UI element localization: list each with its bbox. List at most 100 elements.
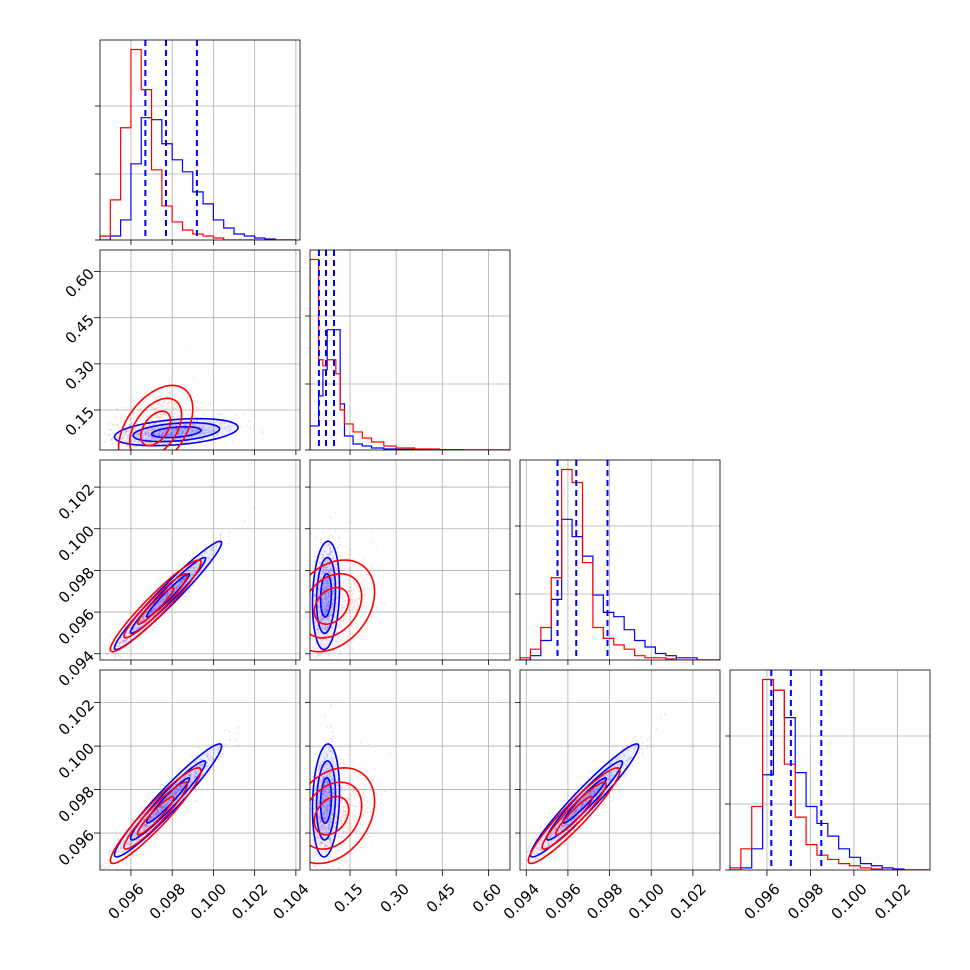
scatter-point-red bbox=[327, 565, 329, 568]
scatter-point-red bbox=[336, 576, 339, 579]
scatter-point-blue bbox=[326, 608, 329, 611]
scatter-point-blue bbox=[102, 657, 104, 660]
scatter-point-red bbox=[141, 617, 144, 620]
scatter-point-red bbox=[128, 649, 131, 652]
scatter-point-blue bbox=[197, 758, 199, 761]
scatter-point-blue bbox=[329, 563, 331, 566]
scatter-point-red bbox=[341, 609, 343, 611]
scatter-point-blue bbox=[133, 825, 135, 827]
scatter-point-blue bbox=[324, 617, 327, 620]
scatter-point-red bbox=[167, 421, 169, 424]
scatter-point-blue bbox=[175, 791, 178, 793]
scatter-point-red bbox=[312, 655, 315, 658]
scatter-point-blue bbox=[129, 844, 131, 847]
scatter-point-blue bbox=[212, 758, 215, 761]
scatter-point-red bbox=[166, 417, 169, 420]
scatter-point-blue bbox=[317, 600, 320, 603]
scatter-point-blue bbox=[322, 588, 325, 591]
scatter-point-blue bbox=[329, 647, 332, 650]
scatter-point-blue bbox=[209, 558, 212, 561]
scatter-point-blue bbox=[317, 628, 319, 631]
scatter-point-red bbox=[146, 824, 148, 826]
scatter-point-red bbox=[322, 567, 325, 570]
scatter-point-red bbox=[165, 593, 168, 596]
scatter-point-red bbox=[144, 824, 147, 827]
scatter-point-red bbox=[355, 583, 358, 585]
scatter-point-blue bbox=[176, 791, 179, 793]
scatter-point-blue bbox=[124, 639, 127, 642]
scatter-point-red bbox=[145, 610, 148, 613]
scatter-point-blue bbox=[178, 434, 181, 436]
scatter-point-red bbox=[334, 564, 337, 567]
scatter-point-blue bbox=[244, 519, 247, 522]
scatter-point-blue bbox=[131, 837, 133, 840]
scatter-point-red bbox=[122, 432, 125, 434]
scatter-point-blue bbox=[340, 565, 342, 568]
scatter-point-blue bbox=[129, 859, 131, 862]
scatter-point-red bbox=[141, 619, 143, 622]
scatter-point-blue bbox=[125, 431, 128, 434]
scatter-point-red bbox=[157, 433, 160, 435]
scatter-point-blue bbox=[330, 568, 332, 570]
scatter-point-blue bbox=[228, 730, 231, 733]
scatter-point-blue bbox=[320, 620, 323, 623]
scatter-point-blue bbox=[173, 429, 176, 431]
scatter-point-blue bbox=[328, 543, 331, 546]
scatter-point-blue bbox=[172, 434, 175, 437]
scatter-point-red bbox=[174, 794, 177, 797]
scatter-point-red bbox=[169, 434, 172, 437]
scatter-point-blue bbox=[178, 430, 181, 432]
scatter-point-blue bbox=[211, 429, 214, 432]
scatter-point-red bbox=[123, 640, 126, 643]
scatter-point-red bbox=[364, 602, 367, 605]
scatter-point-blue bbox=[336, 581, 339, 584]
scatter-point-blue bbox=[158, 434, 161, 437]
scatter-point-red bbox=[155, 813, 158, 816]
scatter-point-red bbox=[117, 642, 120, 644]
scatter-point-blue bbox=[316, 628, 319, 631]
scatter-point-blue bbox=[219, 534, 221, 537]
scatter-point-red bbox=[106, 434, 108, 437]
scatter-point-red bbox=[124, 409, 126, 412]
scatter-point-blue bbox=[328, 600, 330, 603]
scatter-point-blue bbox=[111, 437, 114, 439]
scatter-point-red bbox=[328, 570, 331, 573]
scatter-point-blue bbox=[339, 748, 342, 751]
scatter-point-blue bbox=[167, 432, 170, 435]
scatter-point-blue bbox=[320, 625, 322, 627]
scatter-point-blue bbox=[329, 551, 331, 554]
scatter-point-blue bbox=[175, 783, 178, 786]
scatter-point-red bbox=[181, 432, 184, 435]
scatter-point-red bbox=[330, 617, 332, 620]
scatter-point-blue bbox=[199, 757, 202, 760]
scatter-point-blue bbox=[329, 516, 332, 519]
scatter-point-blue bbox=[323, 600, 326, 602]
scatter-point-blue bbox=[159, 427, 161, 429]
scatter-point-red bbox=[140, 426, 143, 429]
scatter-point-red bbox=[131, 412, 134, 415]
scatter-point-blue bbox=[194, 775, 197, 778]
scatter-point-blue bbox=[219, 422, 222, 425]
scatter-point-blue bbox=[326, 768, 328, 770]
scatter-point-red bbox=[324, 596, 326, 598]
scatter-point-red bbox=[339, 622, 342, 625]
scatter-point-red bbox=[354, 608, 357, 611]
scatter-point-blue bbox=[175, 791, 178, 794]
scatter-point-blue bbox=[161, 432, 164, 435]
scatter-point-red bbox=[152, 423, 155, 426]
scatter-point-red bbox=[161, 405, 164, 408]
scatter-point-blue bbox=[324, 633, 327, 636]
scatter-point-red bbox=[352, 573, 355, 576]
scatter-point-blue bbox=[156, 602, 159, 605]
scatter-point-red bbox=[118, 655, 121, 658]
scatter-point-red bbox=[340, 589, 342, 592]
scatter-point-red bbox=[144, 824, 146, 826]
scatter-point-red bbox=[198, 757, 200, 760]
scatter-point-red bbox=[350, 603, 353, 606]
scatter-point-red bbox=[156, 416, 159, 418]
scatter-point-red bbox=[159, 600, 162, 603]
scatter-point-red bbox=[115, 416, 118, 418]
scatter-point-red bbox=[358, 560, 361, 562]
scatter-point-red bbox=[228, 738, 231, 741]
scatter-point-red bbox=[168, 794, 171, 796]
